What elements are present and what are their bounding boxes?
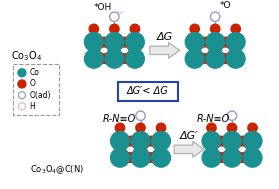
Circle shape [99, 37, 109, 47]
Circle shape [207, 123, 216, 132]
Circle shape [210, 46, 220, 55]
Circle shape [136, 111, 145, 120]
Text: Co$_3$O$_4$: Co$_3$O$_4$ [11, 49, 42, 63]
Circle shape [110, 46, 119, 55]
Circle shape [231, 46, 240, 55]
Circle shape [105, 33, 124, 51]
Circle shape [206, 33, 225, 51]
Circle shape [89, 46, 98, 55]
Circle shape [110, 132, 129, 150]
Circle shape [217, 136, 227, 146]
Circle shape [18, 103, 25, 110]
Circle shape [227, 111, 237, 120]
Circle shape [126, 136, 135, 146]
Circle shape [120, 54, 129, 64]
Circle shape [202, 132, 221, 150]
Text: H: H [29, 102, 35, 111]
Circle shape [131, 132, 150, 150]
Circle shape [85, 33, 103, 51]
Circle shape [120, 37, 129, 47]
Circle shape [226, 49, 245, 68]
Circle shape [210, 24, 220, 34]
Circle shape [126, 33, 144, 51]
Circle shape [217, 153, 227, 162]
Circle shape [136, 145, 145, 154]
Circle shape [227, 123, 237, 132]
Circle shape [89, 24, 98, 34]
Circle shape [231, 24, 240, 34]
Circle shape [221, 54, 230, 64]
Circle shape [243, 148, 262, 167]
FancyBboxPatch shape [118, 82, 178, 101]
Circle shape [185, 33, 204, 51]
Text: R-N≡O: R-N≡O [103, 114, 136, 124]
Circle shape [131, 148, 150, 167]
Circle shape [207, 145, 216, 154]
Circle shape [146, 153, 155, 162]
Text: O: O [29, 80, 35, 88]
Text: O(ad): O(ad) [29, 91, 51, 100]
Circle shape [243, 132, 262, 150]
Circle shape [190, 24, 199, 34]
FancyArrow shape [174, 141, 204, 157]
Circle shape [152, 148, 170, 167]
Circle shape [146, 136, 155, 146]
Circle shape [200, 37, 210, 47]
Circle shape [185, 49, 204, 68]
Circle shape [221, 37, 230, 47]
Text: *O: *O [220, 1, 231, 10]
Circle shape [115, 145, 125, 154]
Text: Co$_3$O$_4$@C(N): Co$_3$O$_4$@C(N) [30, 163, 84, 176]
Circle shape [136, 123, 145, 132]
Circle shape [18, 92, 25, 99]
Circle shape [206, 49, 225, 68]
Circle shape [126, 49, 144, 68]
Circle shape [110, 148, 129, 167]
Text: ΔG′< ΔG: ΔG′< ΔG [127, 86, 169, 96]
Circle shape [156, 123, 166, 132]
Text: R-N≡O: R-N≡O [196, 114, 230, 124]
Circle shape [223, 132, 241, 150]
Circle shape [200, 54, 210, 64]
Circle shape [227, 145, 237, 154]
Circle shape [210, 12, 220, 21]
Circle shape [130, 24, 140, 34]
Circle shape [115, 123, 125, 132]
Circle shape [248, 145, 257, 154]
Circle shape [202, 148, 221, 167]
Circle shape [130, 46, 140, 55]
Circle shape [18, 80, 26, 88]
Circle shape [248, 123, 257, 132]
Circle shape [190, 46, 199, 55]
Circle shape [238, 153, 247, 162]
Circle shape [105, 49, 124, 68]
Circle shape [152, 132, 170, 150]
Circle shape [117, 7, 123, 13]
Circle shape [156, 145, 166, 154]
Text: Co: Co [29, 68, 39, 77]
Circle shape [18, 69, 26, 77]
FancyBboxPatch shape [13, 64, 59, 115]
Circle shape [110, 24, 119, 34]
Circle shape [226, 33, 245, 51]
FancyArrow shape [150, 43, 180, 58]
Text: ΔG: ΔG [157, 32, 173, 42]
Circle shape [99, 54, 109, 64]
Text: ΔG′: ΔG′ [180, 131, 198, 141]
Text: *OH: *OH [94, 3, 112, 12]
Circle shape [85, 49, 103, 68]
Circle shape [110, 12, 119, 21]
Circle shape [126, 153, 135, 162]
Circle shape [238, 136, 247, 146]
Circle shape [223, 148, 241, 167]
